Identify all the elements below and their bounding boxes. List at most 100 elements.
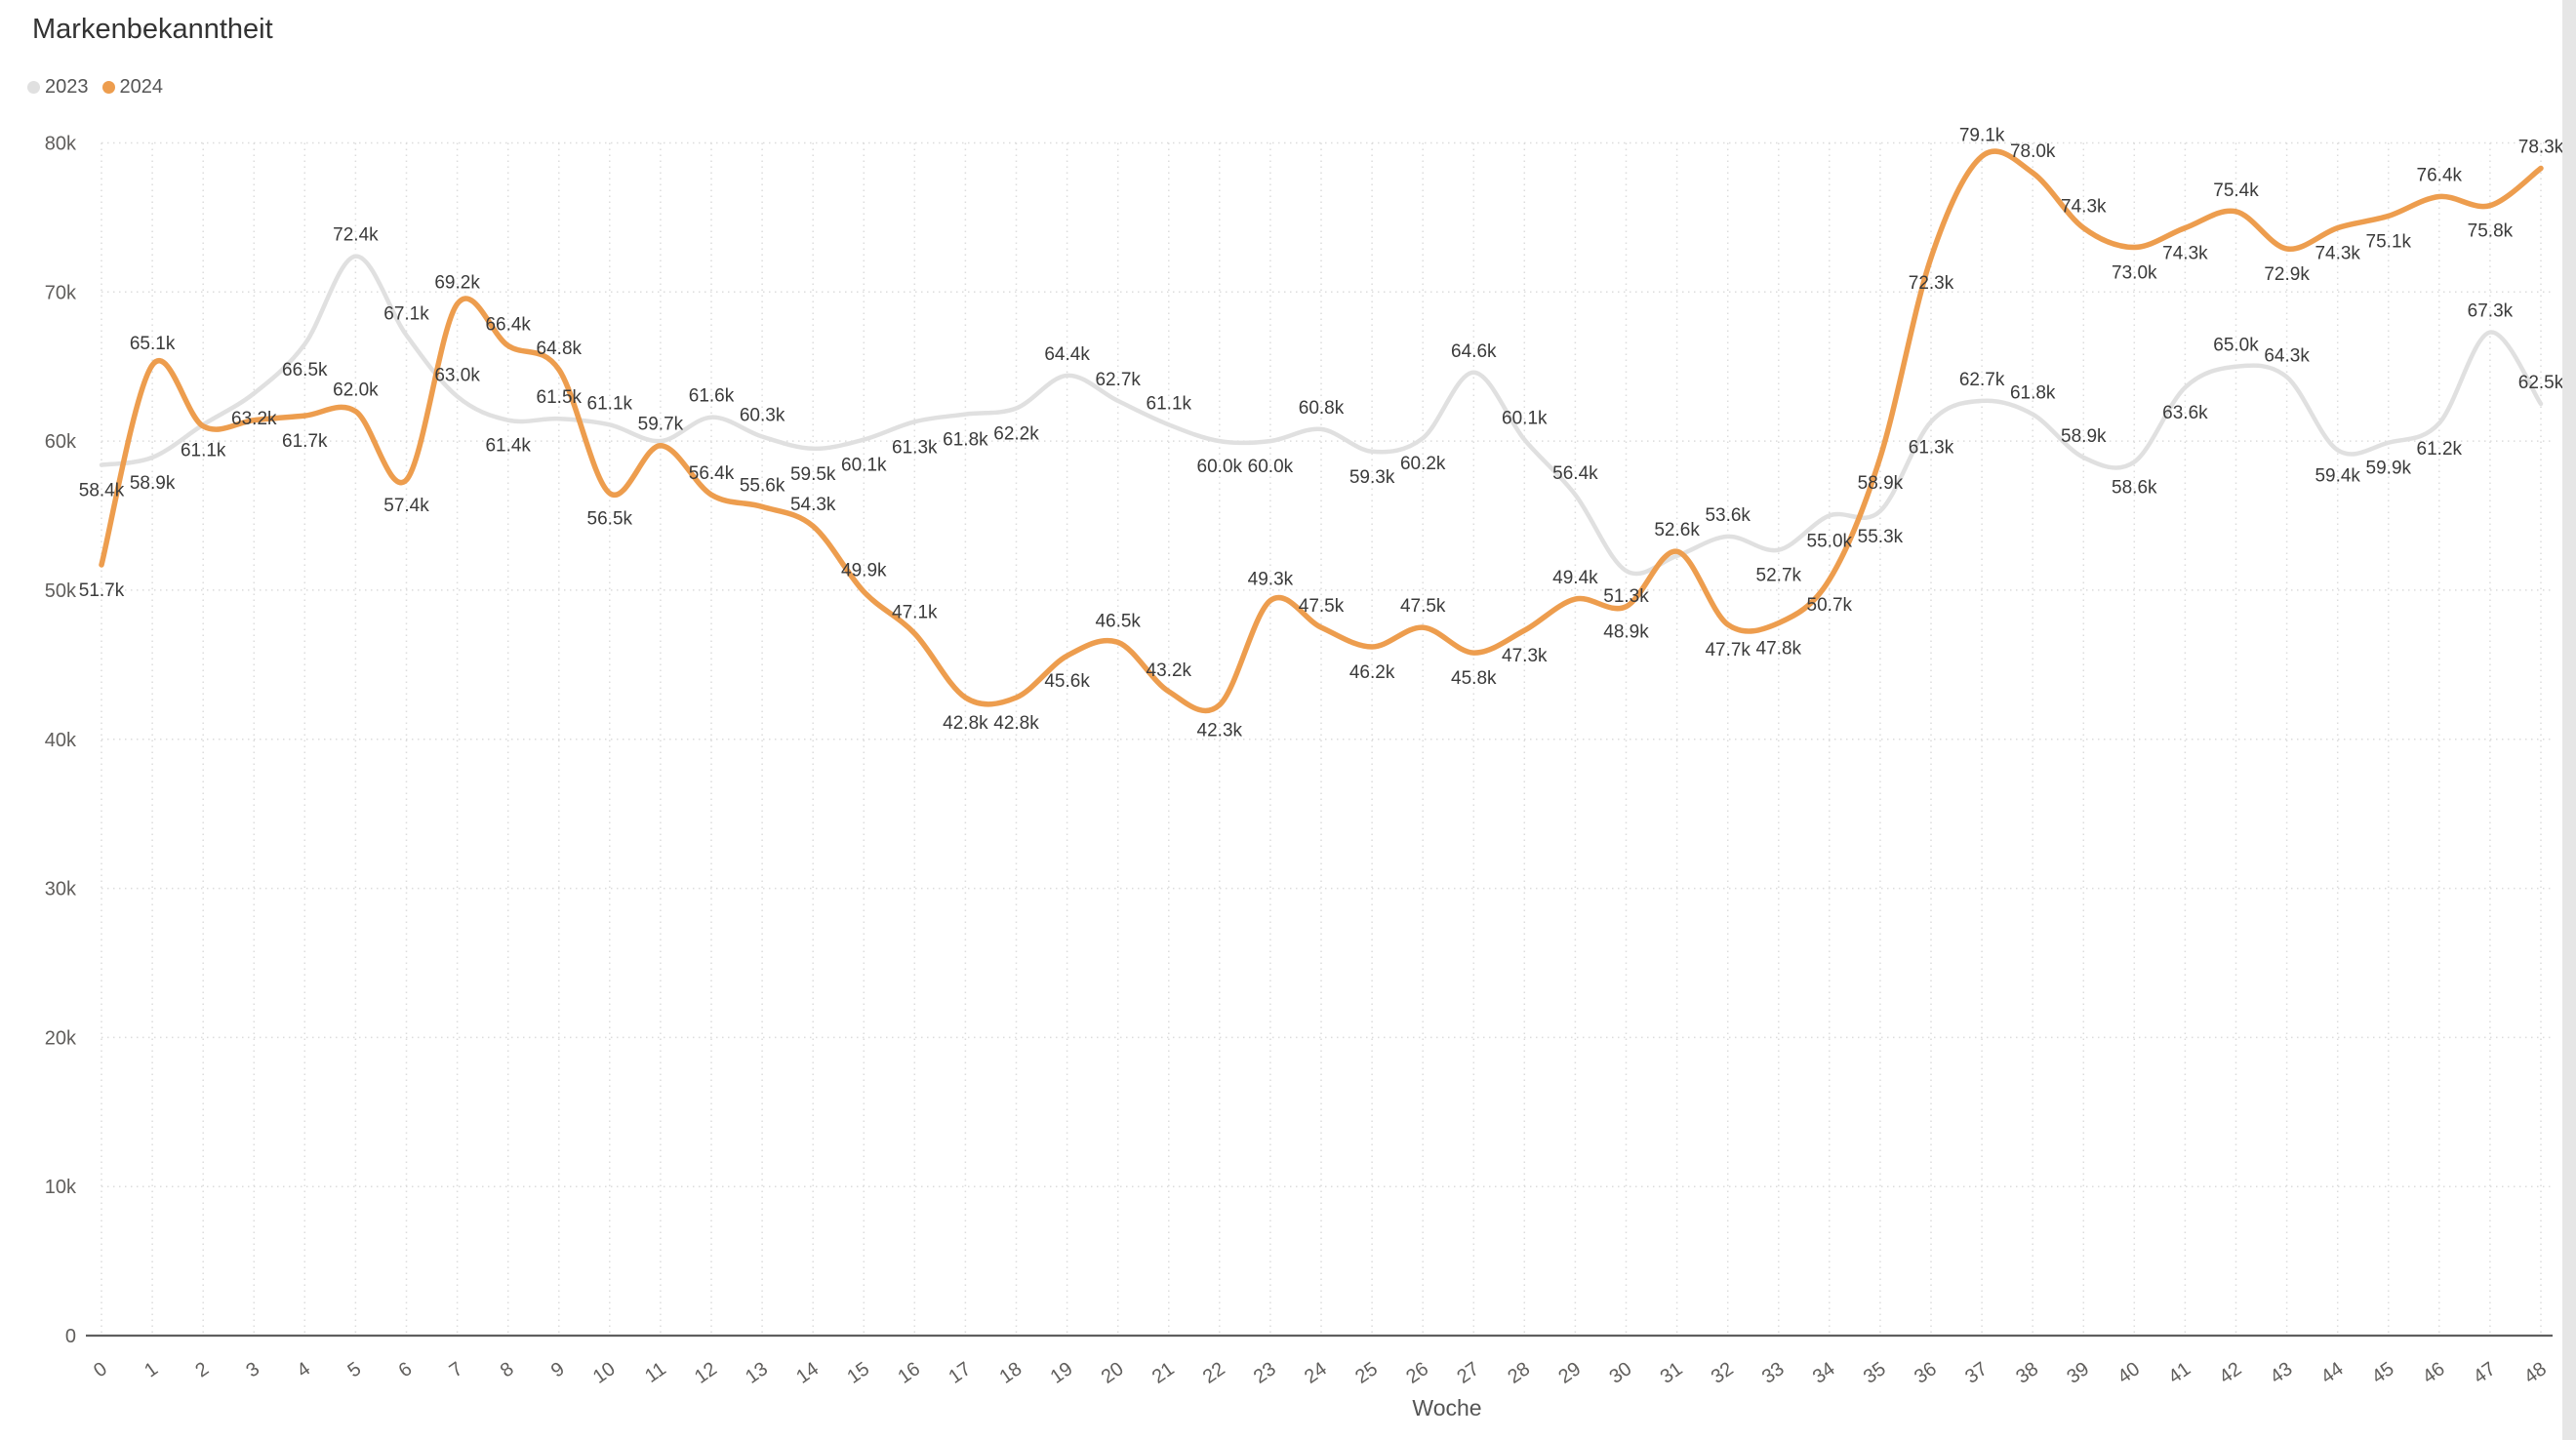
svg-text:61.8k: 61.8k (943, 430, 988, 451)
svg-text:51.3k: 51.3k (1603, 586, 1649, 607)
svg-text:61.1k: 61.1k (181, 440, 226, 460)
svg-text:62.0k: 62.0k (333, 380, 379, 401)
legend-item-2023[interactable]: 2023 (27, 76, 89, 99)
svg-text:47: 47 (2470, 1358, 2500, 1388)
gridlines (101, 141, 2553, 1336)
svg-text:42: 42 (2216, 1358, 2246, 1388)
svg-text:60.3k: 60.3k (740, 406, 785, 426)
svg-text:29: 29 (1554, 1358, 1585, 1388)
svg-text:73.0k: 73.0k (2112, 263, 2157, 284)
legend-item-2024[interactable]: 2024 (101, 76, 163, 99)
svg-text:46.5k: 46.5k (1095, 611, 1141, 631)
svg-text:34: 34 (1809, 1358, 1839, 1388)
svg-text:44: 44 (2317, 1358, 2348, 1388)
svg-text:64.3k: 64.3k (2264, 345, 2310, 366)
svg-text:60k: 60k (45, 431, 77, 453)
svg-text:74.3k: 74.3k (2162, 244, 2208, 264)
svg-text:58.9k: 58.9k (130, 473, 176, 494)
svg-text:64.8k: 64.8k (537, 339, 583, 359)
svg-text:59.9k: 59.9k (2366, 459, 2412, 479)
series-line-2024 (99, 148, 2544, 714)
svg-text:60.1k: 60.1k (1502, 409, 1548, 429)
svg-text:67.3k: 67.3k (2468, 301, 2514, 322)
legend-marker-2024-icon (101, 81, 115, 94)
svg-text:47.1k: 47.1k (892, 602, 938, 622)
svg-text:32: 32 (1708, 1358, 1738, 1388)
svg-text:42.8k: 42.8k (993, 713, 1039, 734)
svg-text:31: 31 (1657, 1358, 1687, 1388)
svg-text:79.1k: 79.1k (1959, 125, 2005, 145)
svg-text:62.7k: 62.7k (1959, 370, 2005, 390)
svg-text:63.6k: 63.6k (2162, 403, 2208, 423)
svg-text:61.3k: 61.3k (1909, 437, 1954, 458)
svg-text:42.3k: 42.3k (1197, 721, 1243, 741)
svg-text:47.8k: 47.8k (1756, 639, 1802, 660)
svg-text:22: 22 (1199, 1358, 1229, 1388)
svg-text:58.6k: 58.6k (2112, 478, 2157, 499)
data-labels-2023: 58.4k 58.9k61.1k63.2k66.5k72.4k67.1k63.0k… (79, 225, 2564, 607)
svg-text:78.0k: 78.0k (2010, 141, 2056, 162)
svg-text:48: 48 (2520, 1358, 2551, 1388)
svg-text:64.6k: 64.6k (1451, 341, 1497, 362)
svg-text:43: 43 (2267, 1358, 2297, 1388)
svg-text:63.0k: 63.0k (434, 365, 480, 385)
svg-text:78.3k: 78.3k (2518, 138, 2564, 158)
svg-text:1: 1 (141, 1358, 162, 1381)
svg-text:30: 30 (1606, 1358, 1636, 1388)
svg-text:20k: 20k (45, 1027, 77, 1049)
svg-text:72.3k: 72.3k (1909, 273, 1954, 294)
svg-text:43.2k: 43.2k (1147, 660, 1192, 681)
svg-text:42.8k: 42.8k (943, 713, 988, 734)
svg-text:24: 24 (1301, 1358, 1331, 1388)
svg-text:10k: 10k (45, 1177, 77, 1198)
svg-text:15: 15 (843, 1358, 873, 1388)
svg-text:5: 5 (344, 1358, 366, 1381)
svg-text:52.7k: 52.7k (1756, 566, 1802, 586)
svg-text:0: 0 (65, 1326, 76, 1347)
svg-text:57.4k: 57.4k (383, 496, 429, 516)
svg-text:60.8k: 60.8k (1299, 398, 1345, 419)
svg-text:33: 33 (1758, 1358, 1789, 1388)
svg-text:61.3k: 61.3k (892, 437, 938, 458)
chart-title: Markenbekanntheit (32, 14, 273, 45)
svg-text:75.1k: 75.1k (2366, 231, 2412, 252)
svg-text:80k: 80k (45, 134, 77, 155)
svg-text:39: 39 (2063, 1358, 2093, 1388)
legend-label-2023: 2023 (45, 76, 89, 98)
svg-text:51.7k: 51.7k (79, 580, 125, 601)
svg-text:47.3k: 47.3k (1502, 646, 1548, 666)
svg-text:36: 36 (1911, 1358, 1941, 1388)
svg-text:58.4k: 58.4k (79, 481, 125, 501)
svg-text:61.6k: 61.6k (689, 386, 735, 407)
svg-text:56.4k: 56.4k (689, 463, 735, 484)
svg-text:66.5k: 66.5k (282, 360, 328, 380)
svg-text:47.5k: 47.5k (1299, 596, 1345, 617)
svg-text:62.7k: 62.7k (1095, 370, 1141, 390)
svg-text:12: 12 (691, 1358, 721, 1388)
svg-text:55.0k: 55.0k (1807, 532, 1853, 552)
legend-marker-2023-icon (27, 81, 40, 94)
svg-text:65.0k: 65.0k (2213, 336, 2259, 356)
svg-text:14: 14 (792, 1358, 823, 1388)
svg-text:50k: 50k (45, 580, 77, 602)
svg-text:56.4k: 56.4k (1552, 463, 1598, 484)
svg-text:19: 19 (1047, 1358, 1077, 1388)
svg-text:61.1k: 61.1k (587, 393, 633, 414)
svg-text:59.5k: 59.5k (790, 464, 836, 485)
svg-text:3: 3 (242, 1358, 263, 1381)
x-axis-tick-labels: 0 1 2 3 4 5 6 7 8 9 10 11 12 13 14 15 16 17 18 19 20 21 22 23 24… (90, 1358, 2551, 1388)
svg-text:17: 17 (945, 1358, 975, 1388)
svg-text:59.4k: 59.4k (2314, 465, 2360, 486)
svg-text:49.4k: 49.4k (1552, 568, 1598, 588)
svg-text:2: 2 (191, 1358, 213, 1381)
svg-text:45.8k: 45.8k (1451, 668, 1497, 689)
svg-text:50.7k: 50.7k (1807, 595, 1853, 616)
svg-text:6: 6 (395, 1358, 417, 1381)
svg-text:61.2k: 61.2k (2417, 439, 2463, 460)
svg-text:11: 11 (641, 1358, 670, 1387)
svg-text:45.6k: 45.6k (1044, 671, 1090, 692)
svg-text:60.2k: 60.2k (1400, 454, 1446, 474)
svg-text:10: 10 (589, 1358, 620, 1388)
